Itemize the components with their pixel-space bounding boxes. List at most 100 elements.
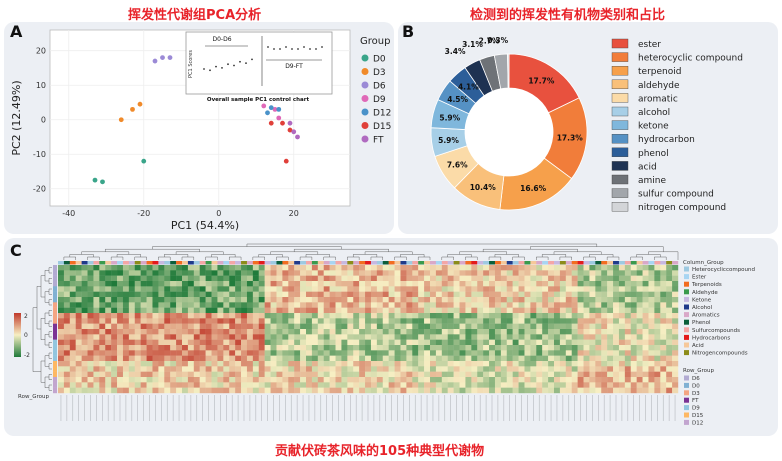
heatmap-cell <box>306 323 313 330</box>
heatmap-cell <box>122 377 130 383</box>
heatmap-cell <box>75 377 82 383</box>
heatmap-cell <box>58 366 65 372</box>
heatmap-cell <box>241 355 248 362</box>
heatmap-cell <box>241 281 248 287</box>
heatmap-cell <box>229 291 236 298</box>
heatmap-cell <box>589 329 596 335</box>
heatmap-cell <box>353 377 360 383</box>
heatmap-cell <box>311 329 319 335</box>
heatmap-cell <box>128 307 135 314</box>
heatmap-cell <box>63 323 71 330</box>
heatmap-cell <box>276 286 283 292</box>
donut-legend-label: hydrocarbon <box>638 135 695 145</box>
heatmap-cell <box>205 345 212 351</box>
heatmap-cell <box>524 382 531 388</box>
heatmap-cell <box>111 286 118 292</box>
heatmap-cell <box>341 318 348 324</box>
heatmap-cell <box>341 329 348 335</box>
heatmap-cell <box>134 275 141 282</box>
heatmap-cell <box>105 361 112 367</box>
heatmap-cell <box>111 371 118 378</box>
heatmap-cell <box>323 329 330 335</box>
heatmap-cell <box>548 297 555 303</box>
heatmap-cell <box>75 361 82 367</box>
heatmap-cell <box>447 387 454 394</box>
donut-label: 4.1% <box>458 83 479 92</box>
heatmap-cell <box>424 307 431 314</box>
heatmap-cell <box>211 286 218 292</box>
heatmap-row-group-swatch <box>684 390 689 396</box>
heatmap-cell <box>199 265 206 271</box>
donut-label: 10.4% <box>470 183 497 192</box>
pca-inset-dot <box>303 46 305 48</box>
heatmap-cell <box>258 275 265 282</box>
heatmap-cell <box>660 345 667 351</box>
heatmap-cell <box>412 350 419 356</box>
heatmap-cell <box>140 265 147 271</box>
heatmap-cell <box>583 361 590 367</box>
heatmap-cell <box>435 366 443 372</box>
pca-point-d6 <box>152 58 158 64</box>
heatmap-cell <box>199 345 206 351</box>
heatmap-cell <box>536 297 543 303</box>
heatmap-cell <box>418 318 425 324</box>
heatmap-row-dendro-branch <box>44 270 49 282</box>
heatmap-column-group-cell <box>500 261 507 265</box>
heatmap-column-group-cell <box>388 261 395 265</box>
heatmap-cell <box>654 323 661 330</box>
heatmap-cell <box>75 329 82 335</box>
heatmap-column-group-swatch <box>684 350 689 356</box>
heatmap-cell <box>282 361 289 367</box>
heatmap-cell <box>122 387 130 394</box>
heatmap-column-group-cell <box>435 261 443 265</box>
heatmap-cell <box>494 371 502 378</box>
heatmap-cell <box>276 371 283 378</box>
heatmap-cell <box>630 313 637 319</box>
heatmap-cell <box>654 334 661 340</box>
heatmap-cell <box>577 371 584 378</box>
heatmap-row-dendro-branch <box>48 267 52 274</box>
heatmap-cell <box>607 350 614 356</box>
heatmap-cells <box>58 265 679 394</box>
heatmap-cell <box>288 382 295 388</box>
heatmap-cell <box>229 286 236 292</box>
heatmap-cell <box>548 265 555 271</box>
pca-point-d6 <box>160 55 165 61</box>
heatmap-cell <box>217 318 224 324</box>
heatmap-cell <box>548 313 555 319</box>
heatmap-cell <box>435 275 443 282</box>
heatmap-cell <box>465 291 472 298</box>
heatmap-cell <box>300 345 307 351</box>
heatmap-cell <box>365 387 372 394</box>
heatmap-cell <box>134 339 141 346</box>
heatmap-cell <box>400 329 407 335</box>
heatmap-cell <box>300 270 307 276</box>
heatmap-cell <box>430 339 437 346</box>
heatmap-cell <box>359 366 366 372</box>
heatmap-cell <box>252 366 259 372</box>
heatmap-cell <box>630 361 637 367</box>
heatmap-cell <box>323 350 330 356</box>
heatmap-cell <box>317 329 324 335</box>
heatmap-cell <box>512 270 519 276</box>
heatmap-cell <box>589 302 596 308</box>
heatmap-cell <box>353 366 360 372</box>
heatmap-cell <box>660 270 667 276</box>
heatmap-cell <box>554 265 561 271</box>
heatmap-cell <box>477 334 484 340</box>
heatmap-cell <box>548 281 555 287</box>
heatmap-cell <box>376 291 383 298</box>
heatmap-cell <box>252 265 259 271</box>
heatmap-cell <box>270 345 277 351</box>
heatmap-cell <box>211 366 218 372</box>
heatmap-cell <box>223 281 230 287</box>
heatmap-cell <box>353 275 360 282</box>
pca-y-tick-label: 20 <box>36 47 46 56</box>
heatmap-cell <box>618 323 626 330</box>
heatmap-cell <box>394 361 401 367</box>
heatmap-cell <box>412 265 419 271</box>
heatmap-cell <box>630 334 637 340</box>
heatmap-cell <box>500 345 507 351</box>
heatmap-cell <box>548 329 555 335</box>
